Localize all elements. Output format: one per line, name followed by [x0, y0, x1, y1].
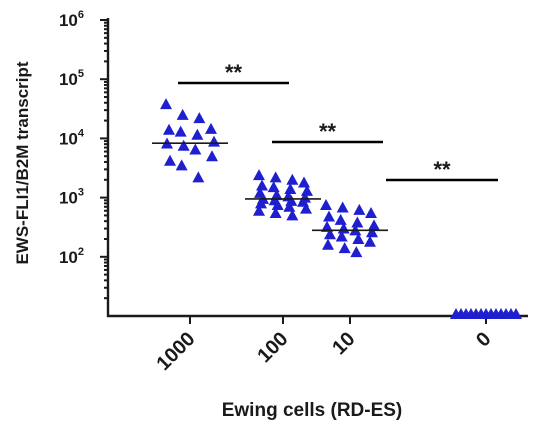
y-axis-label: EWS-FLI1/B2M transcript — [13, 61, 32, 264]
data-point — [176, 108, 189, 120]
significance-bars: ** ** ** — [178, 60, 498, 182]
data-point — [267, 181, 280, 193]
x-axis: 1000 100 10 0 — [107, 314, 528, 375]
data-point — [322, 238, 334, 250]
median-lines — [152, 142, 388, 232]
data-point — [253, 204, 265, 216]
data-point — [163, 123, 175, 135]
data-point — [160, 98, 172, 110]
x-tick-label: 0 — [472, 328, 495, 351]
y-tick-label: 102 — [59, 246, 84, 267]
data-point — [283, 200, 296, 212]
data-point — [206, 150, 218, 162]
data-point — [368, 219, 380, 231]
data-point — [189, 143, 202, 155]
data-point — [366, 226, 378, 238]
data-point — [256, 179, 268, 191]
data-point — [353, 203, 366, 215]
data-point — [300, 202, 312, 214]
y-axis: 102 103 104 105 106 — [59, 9, 110, 317]
data-point — [301, 184, 313, 196]
data-point — [324, 228, 336, 240]
data-point — [205, 122, 217, 134]
data-point — [269, 171, 282, 183]
data-point — [192, 171, 205, 183]
significance-label: ** — [433, 157, 451, 182]
data-point — [351, 216, 364, 228]
data-point — [255, 197, 267, 209]
x-tick-label: 1000 — [153, 328, 200, 375]
data-point — [177, 139, 190, 151]
significance-label: ** — [225, 60, 243, 85]
data-point — [253, 169, 265, 181]
data-point — [286, 209, 299, 221]
data-point — [338, 242, 351, 254]
y-tick-label: 104 — [59, 127, 85, 148]
y-tick-label: 106 — [59, 9, 84, 30]
data-point — [334, 213, 347, 225]
data-point — [298, 176, 310, 188]
x-axis-label: Ewing cells (RD-ES) — [222, 400, 403, 421]
data-point — [193, 112, 206, 124]
significance-label: ** — [319, 119, 337, 144]
data-point — [352, 232, 365, 244]
data-point — [175, 159, 188, 171]
data-point — [320, 198, 332, 210]
data-point — [208, 135, 220, 147]
data-point — [286, 173, 299, 185]
x-tick-label: 100 — [253, 328, 292, 367]
data-point — [269, 206, 282, 218]
data-point — [335, 230, 348, 242]
data-point — [271, 198, 284, 210]
data-point — [284, 182, 297, 194]
y-tick-label: 103 — [59, 187, 84, 208]
data-point — [336, 201, 349, 213]
data-point — [350, 246, 363, 258]
data-point — [174, 125, 187, 137]
data-point — [364, 235, 376, 247]
data-point — [164, 154, 176, 166]
data-point — [323, 210, 335, 222]
data-point — [191, 128, 204, 140]
x-tick-label: 10 — [328, 328, 359, 359]
data-point — [365, 206, 377, 218]
data-point — [510, 308, 522, 319]
data-points — [160, 98, 522, 319]
y-tick-label: 105 — [59, 68, 84, 89]
